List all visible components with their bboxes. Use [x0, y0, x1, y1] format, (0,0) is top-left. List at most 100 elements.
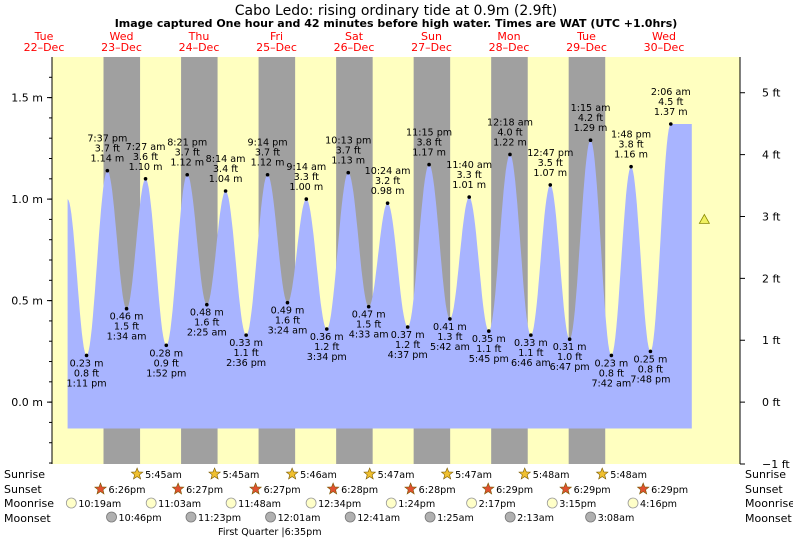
extreme-value-label: 0.9 ft [154, 358, 180, 369]
day-name-label: Mon [497, 30, 520, 43]
moonrise-time: 10:19am [78, 499, 121, 510]
left-tick-label: 0.0 m [11, 396, 43, 409]
extreme-value-label: 3.6 ft [133, 152, 159, 163]
extreme-value-label: 3.3 ft [457, 170, 483, 181]
plot-area: 0.23 m0.8 ft1:11 pm7:37 pm3.7 ft1.14 m0.… [52, 57, 740, 464]
day-date-label: 22–Dec [24, 41, 65, 54]
extreme-value-label: 3:24 am [268, 326, 308, 337]
sunset-icon [249, 482, 263, 495]
day-name-label: Tue [576, 30, 596, 43]
high-tide-point [385, 201, 390, 205]
sunrise-time: 5:45am [145, 470, 182, 481]
extreme-value-label: 3.7 ft [175, 148, 201, 159]
extreme-time-label: 2:06 am [651, 87, 691, 98]
extreme-value-label: 3.5 ft [538, 158, 564, 169]
extreme-value-label: 2:36 pm [226, 358, 266, 369]
event-row-labels: Sunrise Sunset Moonrise Moonset Sunrise … [4, 468, 793, 525]
extreme-time-label: 10:13 pm [325, 136, 371, 147]
left-tick-label: 1.5 m [11, 92, 43, 105]
right-tick-label: 0 ft [762, 396, 781, 409]
sunrise-icon [285, 467, 299, 480]
extreme-value-label: 0.33 m [229, 338, 263, 349]
extreme-time-label: 9:14 am [286, 162, 326, 173]
high-tide-point [105, 168, 110, 173]
sunrise-icon [363, 467, 377, 480]
moonrise-icon [225, 497, 237, 509]
extreme-value-label: 0.31 m [553, 342, 587, 353]
extreme-value-label: 3.7 ft [95, 144, 121, 155]
sunset-time: 6:29pm [496, 485, 533, 496]
moonset-row-label-right: Moonset [745, 512, 792, 525]
extreme-value-label: 6:46 am [511, 358, 551, 369]
extreme-value-label: 1.37 m [654, 107, 688, 118]
day-date-label: 30–Dec [644, 41, 685, 54]
extreme-value-label: 7:42 am [591, 378, 631, 389]
sunset-icon [636, 482, 650, 495]
extreme-value-label: 1.6 ft [275, 316, 301, 327]
moonrise-time: 11:48am [238, 499, 281, 510]
low-tide-point [324, 327, 329, 331]
moonrise-time: 11:03am [158, 499, 201, 510]
high-tide-point [427, 162, 431, 167]
extreme-value-label: 1.1 ft [234, 348, 260, 359]
chart-title: Cabo Ledo: rising ordinary tide at 0.9m … [235, 3, 557, 19]
sunset-row-label-left: Sunset [4, 483, 42, 496]
low-tide-point [285, 300, 290, 305]
extreme-value-label: 0.8 ft [599, 368, 625, 379]
low-tide-point [487, 329, 491, 333]
extreme-time-label: 7:37 pm [87, 134, 127, 145]
moonrise-icon [466, 497, 478, 509]
moonrise-icon [385, 497, 397, 509]
day-name-label: Fri [270, 30, 283, 43]
extreme-value-label: 1.12 m [170, 158, 204, 169]
left-tick-label: 0.5 m [11, 295, 43, 308]
extreme-time-label: 11:15 pm [406, 128, 452, 139]
high-tide-point [668, 122, 673, 126]
sunset-icon [559, 482, 573, 495]
moonset-icon [504, 511, 516, 523]
extreme-value-label: 1:11 pm [67, 378, 107, 389]
low-tide-point [529, 333, 533, 337]
extreme-value-label: 3.8 ft [618, 140, 644, 151]
day-labels: Tue22–DecWed23–DecThu24–DecFri25–DecSat2… [24, 30, 685, 54]
tide-extremes: 0.23 m0.8 ft1:11 pm7:37 pm3.7 ft1.14 m0.… [67, 87, 691, 389]
extreme-value-label: 1.5 ft [114, 322, 140, 333]
moonrise-row-label-right: Moonrise [745, 497, 793, 510]
extreme-value-label: 1.13 m [331, 156, 365, 167]
current-tide-marker [698, 213, 711, 224]
extreme-time-label: 8:21 pm [167, 138, 207, 149]
extreme-value-label: 1.1 ft [518, 348, 544, 359]
extreme-value-label: 1.17 m [412, 148, 446, 159]
day-date-label: 25–Dec [256, 41, 297, 54]
sunrise-icon [130, 467, 144, 480]
day-date-label: 27–Dec [411, 41, 452, 54]
extreme-value-label: 0.23 m [594, 358, 628, 369]
moonset-icon [106, 511, 117, 523]
sunrise-icon [208, 467, 222, 480]
low-tide-point [609, 353, 614, 358]
extreme-value-label: 4.5 ft [658, 97, 684, 108]
low-tide-point [244, 333, 248, 337]
high-tide-point [265, 172, 270, 177]
moonset-time: 2:13am [517, 513, 554, 524]
extreme-time-label: 11:40 am [446, 160, 492, 171]
extreme-value-label: 1.07 m [533, 168, 567, 179]
moonset-time: 1:25am [437, 513, 474, 524]
moonrise-icon [145, 497, 157, 509]
sunset-time: 6:27pm [186, 485, 223, 496]
extreme-value-label: 1.22 m [493, 137, 527, 148]
moonrise-icon [65, 497, 77, 509]
moonset-row-label-left: Moonset [4, 512, 51, 525]
extreme-value-label: 1.1 ft [476, 344, 502, 355]
high-tide-point [346, 170, 351, 175]
moonset-time: 3:08am [598, 513, 635, 524]
sunrise-time: 5:48am [610, 470, 647, 481]
high-tide-point [223, 189, 228, 193]
high-tide-point [304, 197, 309, 201]
high-tide-point [629, 164, 633, 169]
extreme-value-label: 4:33 am [349, 330, 389, 341]
right-tick-label: 3 ft [762, 210, 781, 223]
moon-phase-note: First Quarter |6:35pm [218, 527, 322, 538]
sunrise-time: 5:45am [223, 470, 260, 481]
extreme-value-label: 0.98 m [371, 186, 405, 197]
